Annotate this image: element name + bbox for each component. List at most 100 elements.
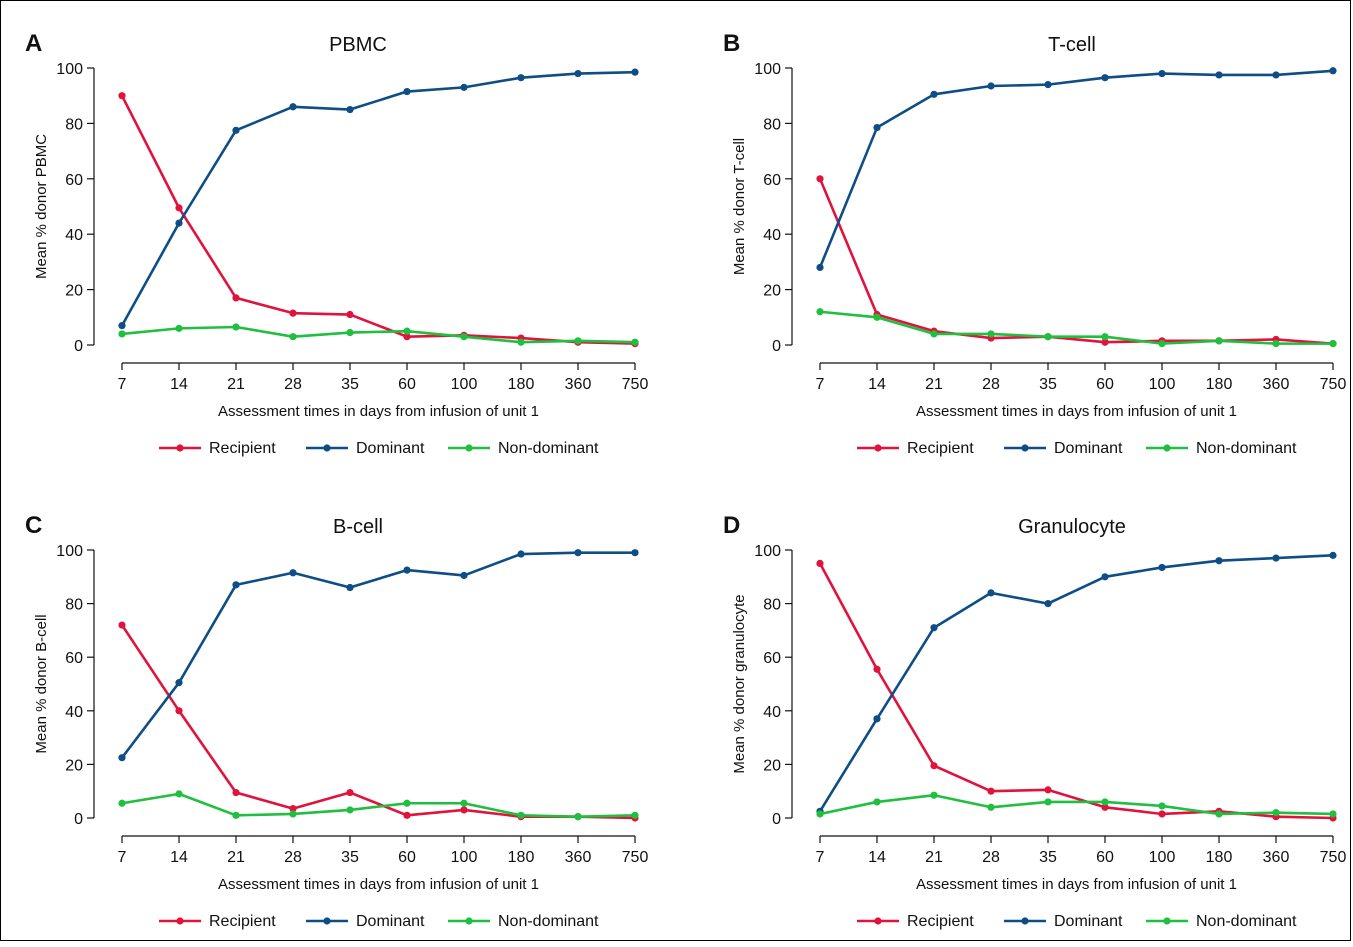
x-tick-label: 180 [508, 376, 535, 393]
data-point [517, 338, 525, 346]
data-point [460, 333, 468, 341]
x-tick-label: 35 [341, 849, 359, 866]
x-tick-label: 180 [1206, 849, 1233, 866]
data-point [403, 811, 411, 819]
data-point [930, 624, 938, 632]
legend-swatch-marker [176, 917, 184, 925]
data-point [873, 313, 881, 321]
data-point [1101, 74, 1109, 82]
data-point [460, 83, 468, 91]
data-point [232, 126, 240, 134]
data-point [460, 806, 468, 814]
data-point [118, 754, 126, 762]
data-point [1158, 69, 1166, 78]
x-tick-label: 180 [1206, 376, 1233, 393]
x-tick-label: 21 [925, 849, 943, 866]
chart-panel-a: A PBMC 0 20 40 60 80 100 7 14 21 28 35 60 100 180 360 750… [25, 30, 648, 457]
legend-label: Recipient [209, 440, 276, 457]
y-tick-label: 40 [763, 227, 781, 244]
series-line [818, 69, 1334, 268]
chart-panel-b: B T-cell 0 20 40 60 80 100 7 14 21 28 35 60 100 180 360 7… [723, 30, 1346, 457]
data-point [232, 323, 240, 331]
series-non-dominant [118, 323, 639, 346]
legend: Recipient Dominant Non-dominant [857, 440, 1297, 457]
x-tick-label: 14 [868, 849, 886, 866]
y-axis-title: Mean % donor B-cell [33, 614, 50, 753]
legend-label: Non-dominant [498, 913, 599, 930]
series-line [120, 624, 636, 820]
legend-swatch-marker [1021, 444, 1029, 452]
series-non-dominant [816, 308, 1337, 348]
data-point [816, 175, 824, 183]
x-tick-label: 360 [1263, 849, 1290, 866]
x-tick-label: 28 [982, 376, 1000, 393]
data-point [930, 791, 938, 799]
x-tick-label: 100 [1149, 376, 1176, 393]
data-point [1044, 333, 1052, 341]
data-point [987, 589, 995, 597]
legend: Recipient Dominant Non-dominant [159, 913, 599, 930]
data-point [175, 204, 183, 212]
legend-label: Recipient [209, 913, 276, 930]
panel-label: C [25, 512, 42, 539]
y-tick-label: 60 [763, 650, 781, 667]
chart-panel-c: C B-cell 0 20 40 60 80 100 7 14 21 28 35 60 100 180 360 7… [25, 512, 648, 930]
y-tick-label: 80 [763, 597, 781, 614]
data-point [987, 330, 995, 338]
data-point [574, 549, 582, 557]
x-tick-label: 35 [1039, 849, 1057, 866]
data-point [1158, 802, 1166, 810]
y-tick-label: 0 [772, 338, 781, 355]
series-line [120, 70, 636, 327]
legend-swatch-marker [323, 444, 331, 452]
data-point [289, 810, 297, 818]
data-point [232, 788, 240, 797]
y-tick-label: 100 [56, 61, 83, 78]
legend-swatch-marker [176, 444, 184, 452]
data-point [460, 571, 468, 580]
data-point [873, 798, 881, 806]
data-point [403, 327, 411, 335]
legend-label: Dominant [1054, 440, 1123, 457]
x-tick-label: 750 [1320, 849, 1347, 866]
data-point [175, 324, 183, 332]
data-point [175, 679, 183, 687]
y-tick-label: 20 [763, 757, 781, 774]
legend-label: Non-dominant [1196, 913, 1297, 930]
x-tick-label: 60 [398, 376, 416, 393]
chart-title: PBMC [329, 34, 387, 56]
x-tick-label: 60 [1096, 376, 1114, 393]
data-point [930, 330, 938, 338]
data-point [403, 566, 411, 574]
data-point [1158, 563, 1166, 572]
y-tick-label: 100 [56, 543, 83, 560]
x-tick-label: 7 [816, 376, 825, 393]
x-tick-label: 28 [284, 849, 302, 866]
data-point [1101, 803, 1109, 811]
data-point [289, 805, 297, 813]
y-tick-label: 100 [754, 543, 781, 560]
series-line [120, 551, 635, 759]
legend-swatch-marker [465, 444, 473, 452]
legend: Recipient Dominant Non-dominant [857, 913, 1297, 930]
data-point [816, 559, 824, 568]
data-point [118, 322, 126, 330]
data-point [289, 333, 297, 341]
data-point [987, 787, 995, 795]
data-point [346, 105, 354, 114]
panel-label: D [723, 512, 740, 539]
data-point [1215, 337, 1223, 345]
legend-swatch-marker [1021, 917, 1029, 925]
chart-title: B-cell [333, 516, 383, 538]
y-axis-title: Mean % donor granulocyte [731, 594, 748, 773]
data-point [1101, 798, 1109, 806]
x-tick-label: 60 [398, 849, 416, 866]
data-point [517, 811, 525, 819]
legend-label: Non-dominant [1196, 440, 1297, 457]
series-line [121, 792, 636, 818]
data-point [631, 549, 639, 557]
x-tick-label: 100 [1149, 849, 1176, 866]
data-point [1329, 551, 1337, 559]
data-point [1101, 333, 1109, 341]
data-point [574, 337, 582, 345]
